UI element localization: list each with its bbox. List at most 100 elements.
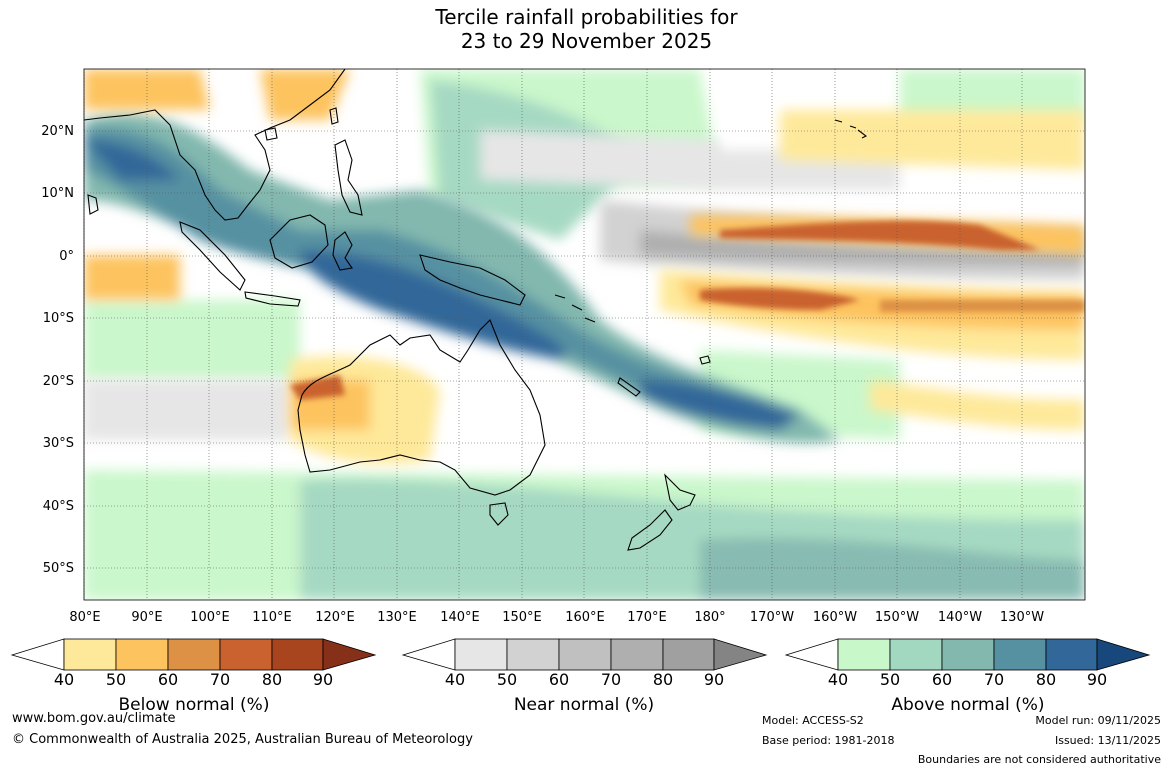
base-period: Base period: 1981-2018 — [762, 734, 895, 747]
new-zealand-north-coastline — [664, 473, 696, 511]
lon-label-160w: 160°W — [812, 610, 858, 625]
colorbar-above-bin-70-80 — [993, 638, 1047, 671]
chart-title-line2: 23 to 29 November 2025 — [460, 29, 713, 53]
colorbar-below-bin-60-70 — [167, 638, 221, 671]
borneo-coastline — [269, 214, 329, 269]
above-tick-70: 70 — [983, 670, 1005, 689]
colorbar-near-bin-50-60 — [506, 638, 560, 671]
sulawesi-coastline — [332, 231, 353, 271]
lon-label-160e: 160°E — [565, 610, 605, 625]
colorbar-above-bin-40-50 — [837, 638, 891, 671]
issued-date: Issued: 13/11/2025 — [1054, 734, 1161, 747]
below-tick-50: 50 — [105, 670, 127, 689]
colorbar-above-bin-80-90 — [1045, 638, 1098, 671]
near-tick-80: 80 — [652, 670, 674, 689]
above-tick-50: 50 — [879, 670, 901, 689]
tasmania-coastline — [489, 502, 509, 526]
lon-label-120e: 120°E — [315, 610, 355, 625]
colorbar-near-bin-80-90 — [662, 638, 715, 671]
new-caledonia-coastline — [617, 377, 641, 397]
lon-label-90e: 90°E — [131, 610, 163, 625]
below-tick-40: 40 — [53, 670, 75, 689]
below-tick-70: 70 — [209, 670, 231, 689]
lon-label-150e: 150°E — [502, 610, 542, 625]
colorbar-above-bin-50-60 — [889, 638, 943, 671]
map-frame — [83, 68, 1086, 601]
hainan-coastline — [264, 127, 278, 141]
copyright-text: © Commonwealth of Australia 2025, Austra… — [12, 732, 473, 747]
lon-label-140e: 140°E — [440, 610, 480, 625]
near-tick-50: 50 — [496, 670, 518, 689]
above-tick-80: 80 — [1035, 670, 1057, 689]
above-tick-60: 60 — [931, 670, 953, 689]
lon-label-170e: 170°E — [627, 610, 667, 625]
australia-coastline — [297, 319, 546, 496]
lon-label-100e: 100°E — [190, 610, 230, 625]
near-normal-title: Near normal (%) — [513, 695, 655, 715]
solomon-islands-coastline — [554, 294, 596, 323]
fiji-coastline — [699, 355, 711, 365]
above-normal-title: Above normal (%) — [891, 695, 1045, 715]
colorbar-below-upper-extension — [322, 638, 377, 671]
near-tick-90: 90 — [703, 670, 725, 689]
lat-label-0: 0° — [59, 249, 74, 264]
colorbar-above-lower-extension — [784, 638, 839, 671]
lat-label-10n: 10°N — [41, 186, 74, 201]
colorbar-below-bin-50-60 — [115, 638, 169, 671]
colorbar-below-bin-70-80 — [219, 638, 273, 671]
near-tick-40: 40 — [444, 670, 466, 689]
new-zealand-south-coastline — [627, 509, 673, 551]
coastlines — [84, 69, 868, 551]
near-tick-60: 60 — [548, 670, 570, 689]
colorbar-near-bin-70-80 — [610, 638, 664, 671]
below-tick-90: 90 — [312, 670, 334, 689]
lon-label-110e: 110°E — [252, 610, 292, 625]
lat-label-50s: 50°S — [42, 561, 74, 576]
lon-label-130w: 130°W — [999, 610, 1045, 625]
java-coastline — [244, 291, 301, 307]
below-normal-title: Below normal (%) — [118, 695, 270, 715]
lon-label-180: 180° — [694, 610, 726, 625]
colorbar-near-upper-extension — [713, 638, 768, 671]
sumatra-coastline — [179, 221, 246, 291]
philippines-coastline — [334, 139, 363, 216]
above-tick-40: 40 — [827, 670, 849, 689]
chart-title-line1: Tercile rainfall probabilities for — [435, 5, 738, 29]
lon-label-170w: 170°W — [749, 610, 795, 625]
colorbar-below-bin-80-90 — [271, 638, 324, 671]
new-guinea-coastline — [419, 254, 526, 306]
colorbar-below-bin-40-50 — [63, 638, 117, 671]
boundaries-disclaimer: Boundaries are not considered authoritat… — [917, 753, 1161, 766]
colorbar-near-normal — [401, 638, 768, 671]
map-gridlines — [83, 69, 1085, 600]
below-tick-80: 80 — [261, 670, 283, 689]
colorbar-above-bin-60-70 — [941, 638, 995, 671]
lon-label-80e: 80°E — [69, 610, 101, 625]
colorbar-above-upper-extension — [1096, 638, 1151, 671]
colorbar-near-lower-extension — [401, 638, 456, 671]
lat-label-20n: 20°N — [41, 124, 74, 139]
model-name: Model: ACCESS-S2 — [762, 714, 864, 727]
lat-label-30s: 30°S — [42, 436, 74, 451]
colorbar-near-bin-40-50 — [454, 638, 508, 671]
taiwan-coastline — [329, 107, 339, 125]
lon-label-150w: 150°W — [874, 610, 920, 625]
below-tick-60: 60 — [157, 670, 179, 689]
lat-label-20s: 20°S — [42, 374, 74, 389]
colorbar-near-bin-60-70 — [558, 638, 612, 671]
lon-label-130e: 130°E — [377, 610, 417, 625]
website-link[interactable]: www.bom.gov.au/climate — [12, 711, 176, 726]
colorbar-above-normal — [784, 638, 1151, 671]
sri-lanka-coastline — [87, 194, 99, 215]
probability-field — [84, 69, 1085, 600]
colorbar-below-lower-extension — [10, 638, 65, 671]
asia-mainland-coastline — [84, 69, 346, 221]
above-tick-90: 90 — [1086, 670, 1108, 689]
lat-label-10s: 10°S — [42, 311, 74, 326]
lon-label-140w: 140°W — [937, 610, 983, 625]
hawaii-coastline — [834, 119, 868, 139]
model-run-date: Model run: 09/11/2025 — [1035, 714, 1161, 727]
colorbar-below-normal — [10, 638, 377, 671]
near-tick-70: 70 — [600, 670, 622, 689]
